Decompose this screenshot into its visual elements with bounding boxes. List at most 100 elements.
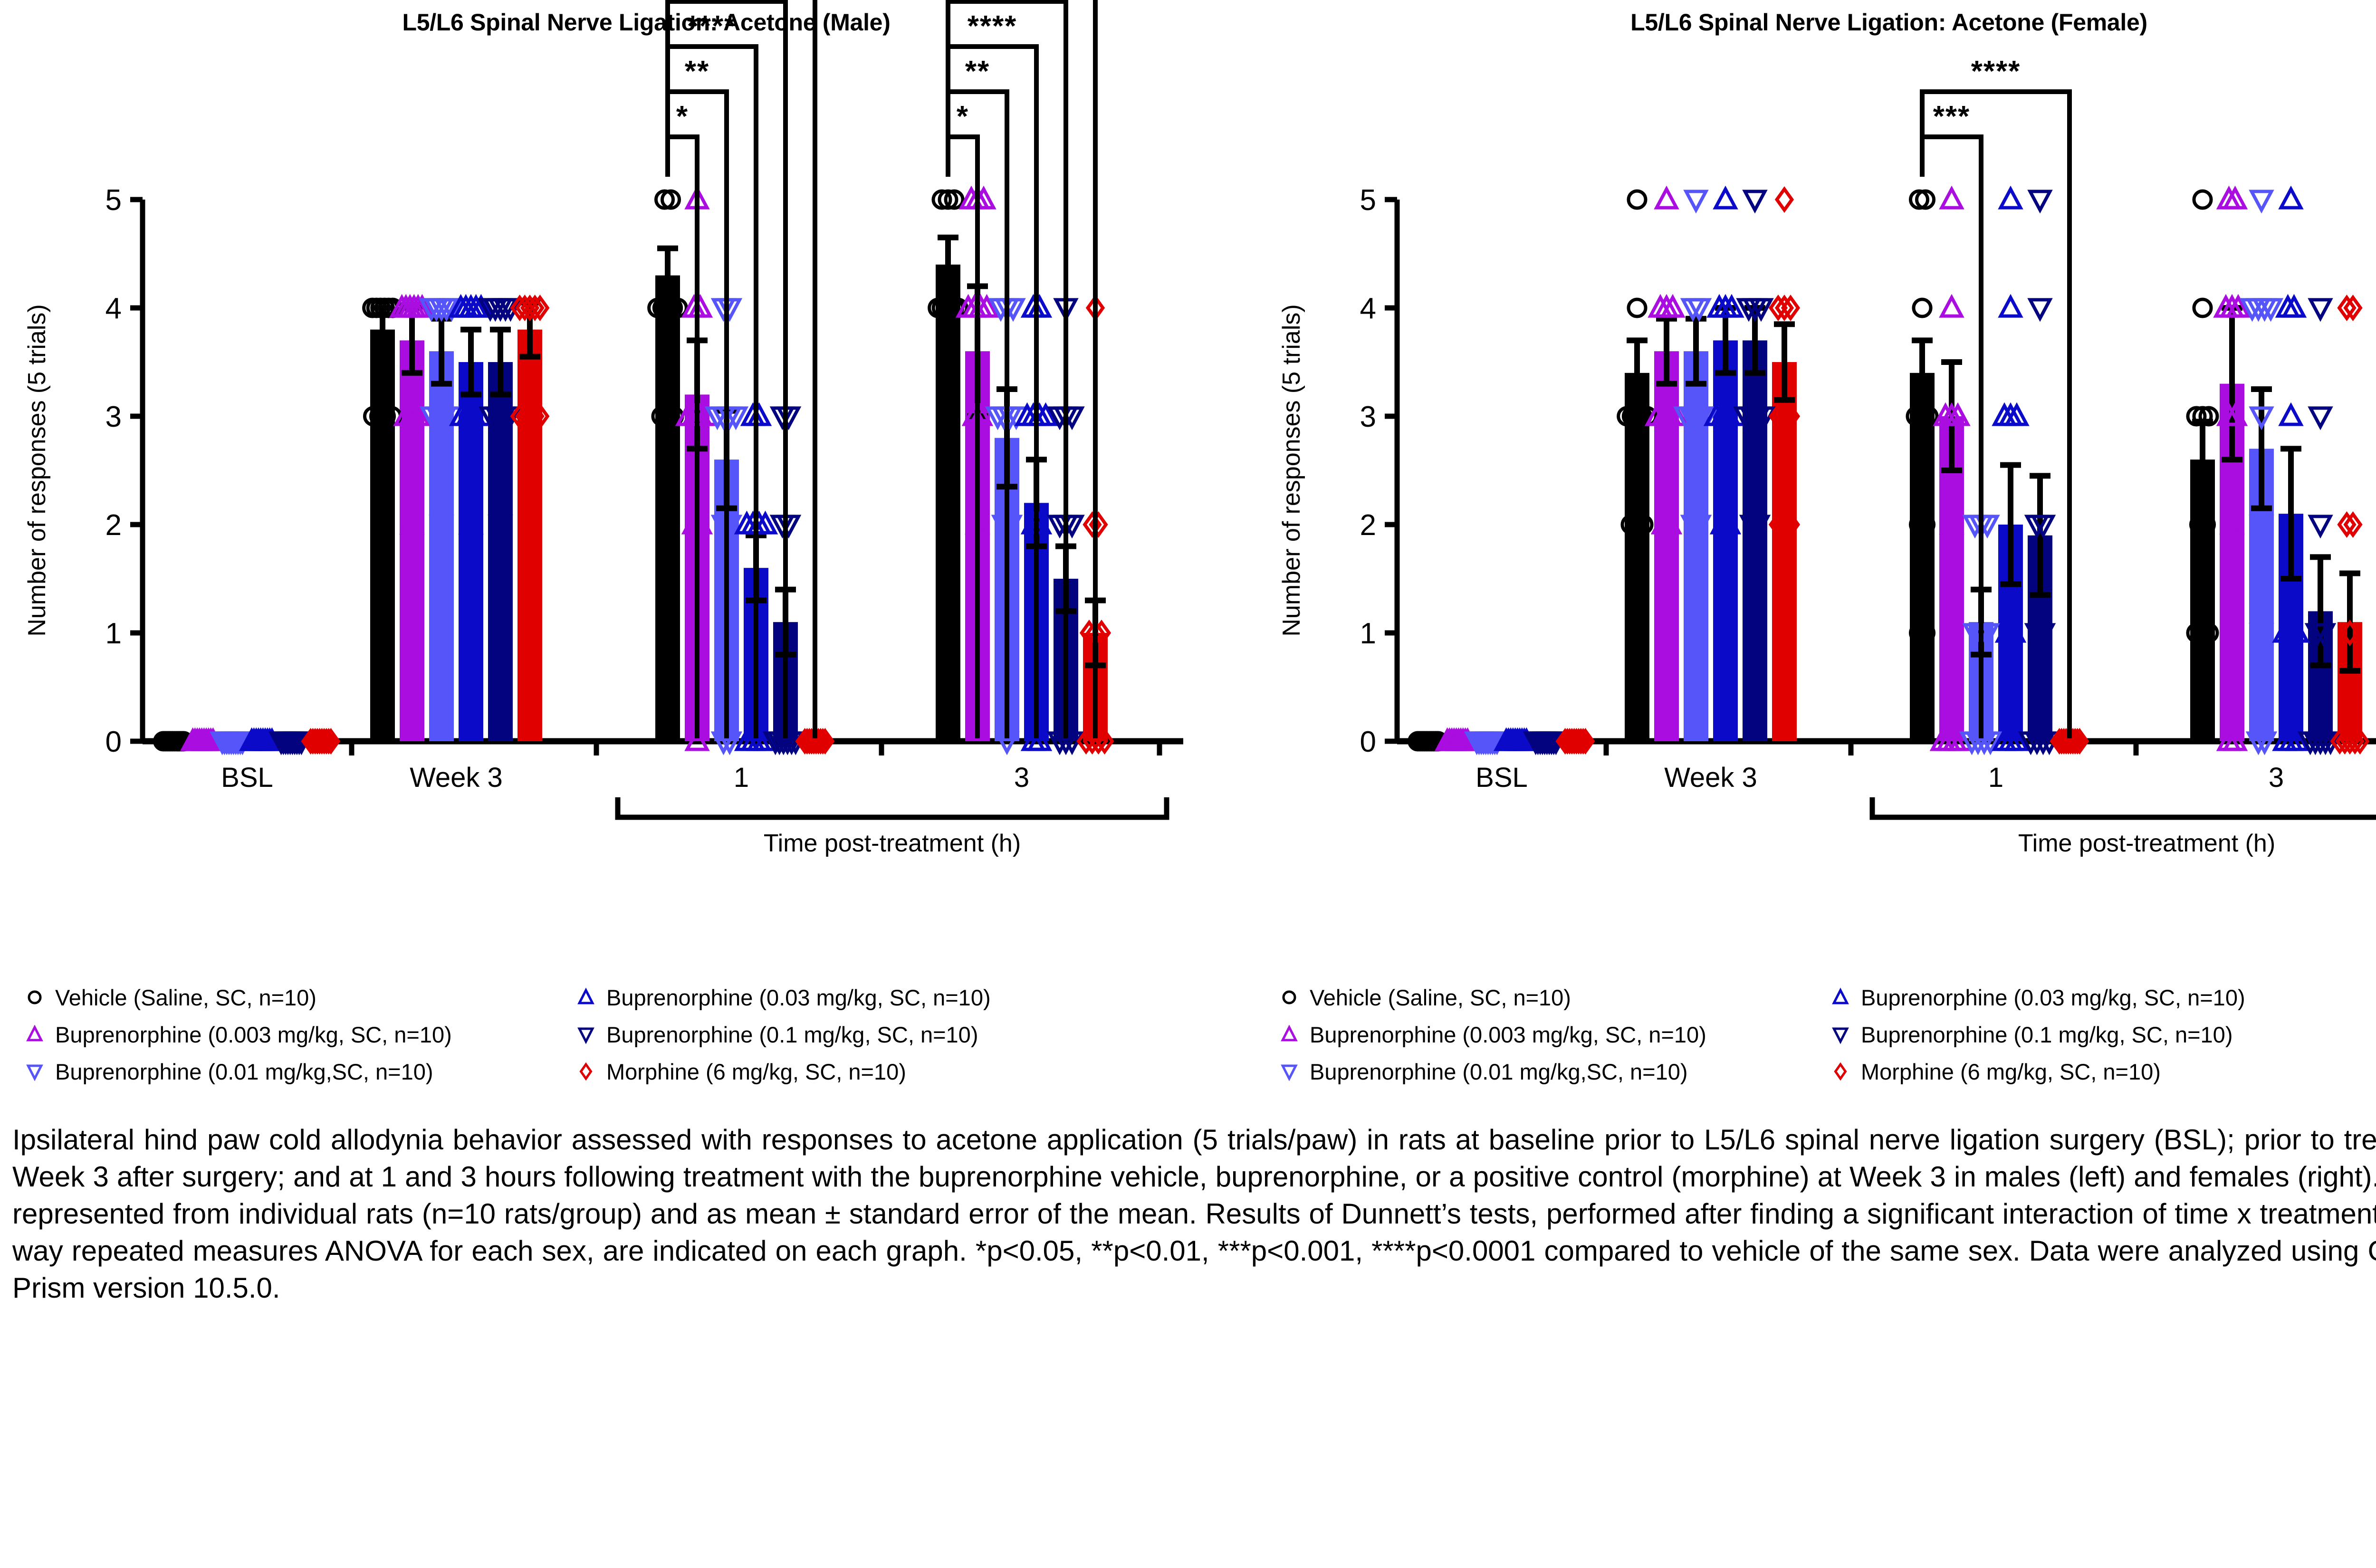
bar [400, 340, 424, 741]
data-point-marker [458, 510, 484, 535]
x-group-bracket: Time post-treatment (h) [615, 797, 1169, 857]
data-point-marker [2186, 622, 2207, 643]
legend-item-male-morphine: Morphine (6 mg/kg, SC, n=10) [565, 1053, 1193, 1090]
legend-marker-triangle-up [26, 1024, 43, 1042]
data-point-marker [1908, 622, 1930, 643]
data-point-marker [1768, 511, 1788, 538]
x-category-label: 3 [1014, 762, 1029, 793]
x-axis-label: Time post-treatment (h) [2018, 830, 2275, 857]
data-point-marker [2004, 727, 2030, 751]
data-point-marker [1033, 402, 1059, 426]
data-point-marker [1059, 731, 1085, 755]
data-point-marker [2350, 728, 2370, 755]
data-point-marker [657, 406, 678, 427]
diamond-icon [1820, 1060, 1861, 1083]
data-point-marker [2225, 294, 2251, 318]
data-point-marker [2249, 406, 2274, 430]
data-point-marker [375, 406, 396, 427]
data-point-marker [1745, 515, 1771, 539]
data-point-marker [2337, 295, 2357, 321]
bar [1625, 373, 1649, 741]
legend-label: Vehicle (Saline, SC, n=10) [1310, 985, 1571, 1010]
triangle-up-icon [1269, 1023, 1310, 1046]
data-point-marker [815, 728, 835, 755]
legend-marker-triangle-down [26, 1064, 43, 1081]
significance-layer: ******* [1920, 55, 2072, 738]
data-point-marker [2249, 515, 2274, 539]
legend-marker-triangle-down [1281, 1064, 1298, 1081]
legend-item-male-bup0003: Buprenorphine (0.003 mg/kg, SC, n=10) [14, 1016, 642, 1053]
data-point-marker [1576, 728, 1595, 755]
x-category-label: 1 [734, 762, 749, 793]
data-point-marker [1683, 190, 1709, 214]
data-point-marker [2027, 298, 2053, 322]
panel-title-female: L5/L6 Spinal Nerve Ligation: Acetone (Fe… [1630, 9, 2147, 36]
x-group-bracket: Time post-treatment (h) [1869, 797, 2376, 857]
data-point-marker [1095, 728, 1114, 755]
legend-male-col2: Buprenorphine (0.03 mg/kg, SC, n=10) Bupr… [565, 979, 1193, 1117]
data-point-marker [667, 297, 688, 318]
data-point-marker [2308, 515, 2333, 539]
legend-label: Morphine (6 mg/kg, SC, n=10) [606, 1059, 906, 1084]
data-point-marker [2340, 620, 2360, 646]
data-point-marker [488, 515, 513, 539]
data-point-marker [1918, 406, 1939, 427]
data-point-marker [931, 189, 952, 210]
legend-female-col1: Vehicle (Saline, SC, n=10) Buprenorphine … [1269, 979, 1896, 1117]
data-point-marker [2249, 623, 2274, 647]
data-point-marker [1768, 403, 1788, 430]
significance-layer: ****************************** [665, 0, 1098, 738]
triangle-down-icon [565, 1023, 606, 1046]
data-point-marker [2222, 402, 2248, 426]
data-point-marker [1620, 514, 1641, 535]
data-point-marker [1715, 510, 1742, 535]
data-point-marker [1627, 514, 1648, 535]
significance-bracket [946, 44, 1039, 738]
legend-label: Buprenorphine (0.03 mg/kg, SC, n=10) [1861, 985, 2245, 1010]
data-point-marker [1076, 728, 1096, 755]
triangle-up-icon [14, 1023, 55, 1046]
data-point-marker [2030, 515, 2056, 539]
data-point-marker [1781, 403, 1801, 430]
data-point-marker [1906, 406, 1926, 427]
data-point-marker [2249, 190, 2274, 214]
legend-item-male-vehicle: Vehicle (Saline, SC, n=10) [14, 979, 642, 1016]
bar [1910, 373, 1935, 741]
data-point-marker [1627, 189, 1648, 210]
points-layer [1408, 185, 2370, 755]
circle-icon [1269, 985, 1310, 1009]
panels-container: L5/L6 Spinal Nerve Ligation: Acetone (Ma… [23, 0, 2376, 979]
data-point-marker [409, 294, 435, 318]
data-point-marker [1915, 622, 1936, 643]
data-point-marker [2281, 294, 2307, 318]
data-point-marker [2343, 295, 2363, 321]
data-point-marker [2345, 728, 2365, 755]
data-point-marker [723, 406, 749, 430]
data-point-marker [1686, 298, 1712, 322]
y-axis: 0 1 2 3 4 5 [105, 184, 145, 758]
data-point-marker [1912, 406, 1933, 427]
data-point-marker [2310, 623, 2337, 647]
significance-stars: **** [968, 10, 1017, 43]
significance-bracket [1920, 89, 2072, 738]
data-point-marker [1719, 294, 1744, 318]
data-point-marker [530, 403, 550, 430]
data-point-marker [1751, 406, 1777, 430]
x-category-label: 1 [1988, 762, 2003, 793]
data-point-marker [2195, 514, 2216, 535]
bar [1713, 340, 1738, 741]
legend-item-female-bup0003: Buprenorphine (0.003 mg/kg, SC, n=10) [1269, 1016, 1896, 1053]
data-point-marker [2192, 297, 2213, 318]
bar [370, 329, 395, 741]
panel-title-male: L5/L6 Spinal Nerve Ligation: Acetone (Ma… [402, 9, 891, 36]
data-point-marker [1569, 728, 1589, 755]
x-category-label: BSL [1475, 762, 1528, 793]
significance-stars: * [676, 100, 689, 133]
data-point-marker [1998, 294, 2023, 318]
bar [2190, 459, 2215, 741]
data-point-marker [2222, 185, 2248, 210]
significance-bracket [946, 0, 1098, 738]
panel-female: L5/L6 Spinal Nerve Ligation: Acetone (Fe… [1255, 0, 2376, 979]
data-point-marker [1660, 294, 1686, 318]
points-layer [153, 185, 1114, 755]
